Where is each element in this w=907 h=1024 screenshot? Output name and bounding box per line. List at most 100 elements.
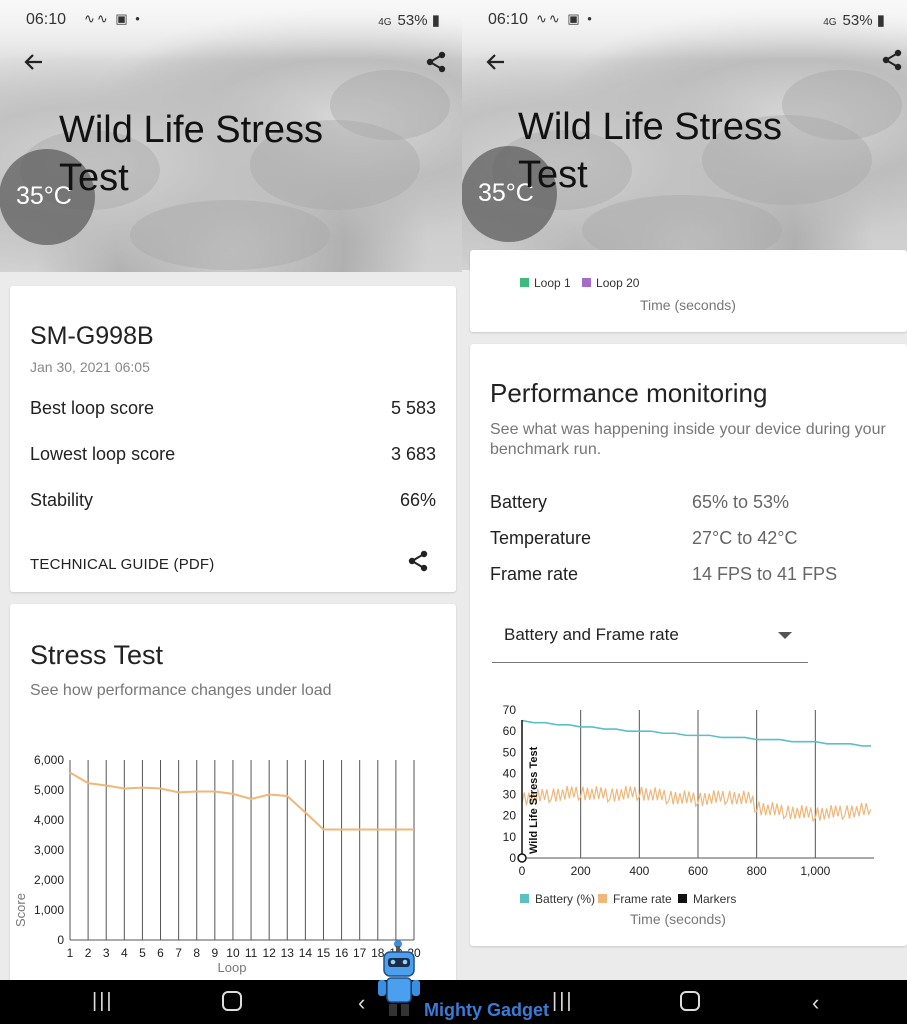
back-nav-icon[interactable]: ‹ [812,990,820,1015]
status-bar: 06:10 ∿∿ ▣ • 4G 53% ▮ [0,0,462,40]
performance-subtitle: See what was happening inside your devic… [490,421,886,458]
battery-percent: 53% [842,12,873,29]
x-tick-label: 18 [371,946,385,960]
stability-value: 66% [399,490,436,510]
home-icon[interactable] [222,991,242,1011]
legend-swatch [678,894,687,903]
recent-apps-icon[interactable]: ||| [92,990,114,1012]
temperature-badge: 35°C [0,149,95,245]
y-tick-label: 0 [57,933,64,947]
x-tick-label: 16 [335,946,349,960]
x-tick-label: 8 [193,946,200,960]
legend-swatch [598,894,607,903]
x-tick-label: 12 [262,946,276,960]
battery-icon: ▮ [876,12,885,29]
y-tick-label: 0 [509,851,516,865]
share-icon[interactable] [424,50,448,74]
share-icon[interactable] [406,549,430,573]
frame-rate-value: 14 FPS to 41 FPS [692,564,838,584]
performance-title: Performance monitoring [490,378,768,408]
status-right: 4G 53% ▮ [823,11,885,29]
y-tick-label: 40 [503,766,517,780]
y-tick-label: 20 [503,809,517,823]
x-tick-label: 200 [571,864,591,878]
metric-dropdown[interactable]: Battery and Frame rate [492,609,808,663]
x-tick-label: 400 [629,864,649,878]
y-tick-label: 50 [503,745,517,759]
x-tick-label: 11 [245,946,258,960]
device-name: SM-G998B [30,322,154,350]
share-icon[interactable] [880,48,904,72]
battery-percent: 53% [397,12,428,29]
x-tick-label: 1 [67,946,74,960]
x-tick-label: 4 [121,946,128,960]
x-tick-label: 600 [688,864,708,878]
stress-test-subtitle: See how performance changes under load [30,682,332,699]
y-tick-label: 3,000 [34,843,64,857]
technical-guide-link[interactable]: TECHNICAL GUIDE (PDF) [30,556,215,573]
battery-value: 65% to 53% [692,492,790,512]
x-tick-label: 10 [226,946,240,960]
result-date: Jan 30, 2021 06:05 [30,359,150,375]
y-tick-label: 5,000 [34,783,64,797]
temperature-range-value: 27°C to 42°C [692,528,798,548]
temperature-value: 35°C [478,179,534,207]
legend-loop-20: Loop 20 [596,276,640,290]
recent-apps-icon[interactable]: ||| [552,990,574,1012]
x-tick-label: 13 [281,946,295,960]
best-loop-value: 5 583 [390,398,436,418]
frame-rate-row: Frame rate 14 FPS to 41 FPS [490,564,837,585]
page-title: Wild Life Stress Test [518,106,782,196]
stability-row: Stability 66% [30,490,436,511]
home-icon[interactable] [680,991,700,1011]
left-screen: 06:10 ∿∿ ▣ • 4G 53% ▮ 35°C Wild Life Stre… [0,0,462,980]
back-arrow-icon[interactable] [484,50,508,74]
x-tick-label: 14 [299,946,313,960]
dropdown-arrow-icon [778,632,792,639]
legend-label: Battery (%) [535,892,595,906]
status-time: 06:10 [26,11,67,28]
battery-row: Battery 65% to 53% [490,492,789,513]
notification-icons: ∿∿ ▣ • [536,11,594,26]
temperature-row: Temperature 27°C to 42°C [490,528,797,549]
x-tick-label: 1,000 [800,864,830,878]
marker-dot [517,853,527,863]
loop-score-chart: 123456789101112131415161718192001,0002,0… [13,753,421,975]
performance-chart: 0 200 400 600 800 1,000 0 10 20 30 40 50 60 70 Wild Li… [503,703,874,927]
status-bar: 06:10 ∿∿ ▣ • 4G 53% ▮ [462,0,907,40]
page-title: Wild Life Stress Test [59,109,323,199]
hero-banner [0,0,462,272]
chart-legend: Loop 1 Loop 20 [520,276,639,290]
best-loop-label: Best loop score [30,398,155,418]
marker-label: Wild Life Stress Test [528,746,540,854]
performance-card: Performance monitoring See what was happ… [470,344,907,946]
dropdown-value: Battery and Frame rate [504,625,679,644]
x-tick-label: 7 [175,946,182,960]
x-axis-label: Time (seconds) [630,911,726,927]
x-tick-label: 15 [317,946,331,960]
status-right: 4G 53% ▮ [378,11,440,29]
status-time: 06:10 [488,11,529,28]
x-tick-label: 9 [211,946,218,960]
y-tick-label: 1,000 [34,903,64,917]
stability-label: Stability [30,490,94,510]
score-line [69,771,414,831]
mighty-gadget-logo: Mighty Gadget [376,940,551,1024]
battery-label: Battery [490,492,548,512]
stress-test-card: Stress Test See how performance changes … [10,604,456,980]
temperature-value: 35°C [16,182,72,210]
stress-test-title: Stress Test [30,640,164,670]
y-tick-label: 60 [503,724,517,738]
battery-line [521,719,872,747]
legend-swatch [520,894,529,903]
back-nav-icon[interactable]: ‹ [358,990,366,1015]
y-tick-label: 70 [503,703,517,717]
temperature-badge: 35°C [462,146,557,242]
back-arrow-icon[interactable] [22,50,46,74]
x-tick-label: 0 [519,864,526,878]
lowest-loop-row: Lowest loop score 3 683 [30,444,436,465]
y-tick-label: 2,000 [34,873,64,887]
lowest-loop-label: Lowest loop score [30,444,176,464]
legend-loop-1: Loop 1 [534,276,571,290]
y-tick-label: 10 [503,830,517,844]
